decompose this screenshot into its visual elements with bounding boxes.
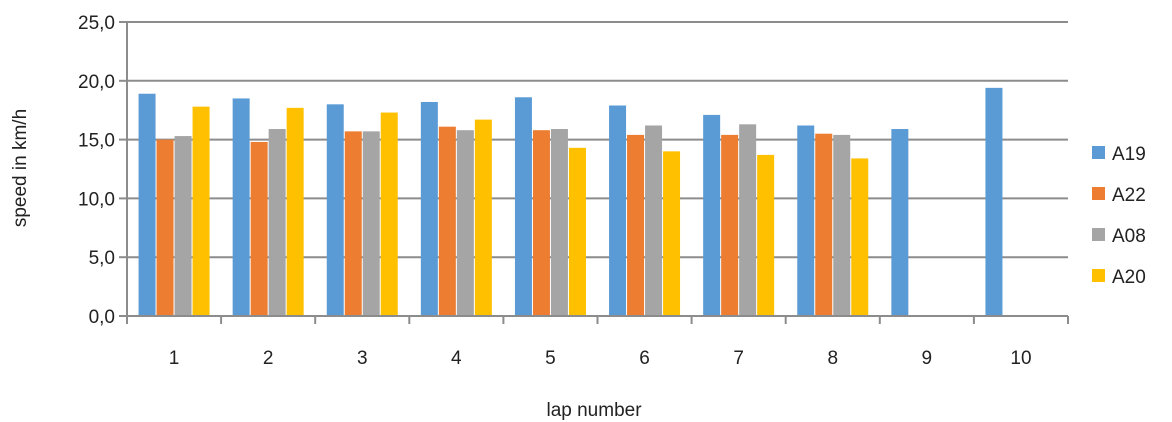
bar-a19-lap-1 xyxy=(138,93,156,317)
gridlines xyxy=(127,21,1068,259)
y-axis-title: speed in km/h xyxy=(10,109,31,227)
bar-a20-lap-5 xyxy=(568,147,586,316)
bar-a20-lap-4 xyxy=(474,119,492,316)
bar-a20-lap-7 xyxy=(757,154,775,316)
bar-a08-lap-8 xyxy=(833,134,851,316)
x-tick-label: 5 xyxy=(545,348,556,369)
y-tick-label: 25,0 xyxy=(78,13,115,34)
legend-label-a08: A08 xyxy=(1112,226,1146,247)
x-tick-label: 6 xyxy=(639,348,650,369)
bar-a08-lap-6 xyxy=(645,125,663,316)
x-tick-label: 8 xyxy=(827,348,838,369)
bar-a22-lap-3 xyxy=(344,131,362,316)
y-tick-label: 10,0 xyxy=(78,189,115,210)
bar-a22-lap-6 xyxy=(627,134,645,316)
x-tick-label: 2 xyxy=(263,348,274,369)
x-tick-label: 4 xyxy=(451,348,462,369)
bar-a22-lap-2 xyxy=(250,141,268,316)
bar-a19-lap-10 xyxy=(985,87,1003,316)
bar-a19-lap-4 xyxy=(420,101,438,316)
bar-a08-lap-3 xyxy=(362,131,380,316)
legend: A19 A22 A08 A20 xyxy=(1092,144,1146,288)
legend-swatch-a08 xyxy=(1092,228,1105,241)
x-tick-label: 3 xyxy=(357,348,368,369)
bar-a19-lap-2 xyxy=(232,98,250,316)
bar-a22-lap-4 xyxy=(438,126,456,316)
bar-a19-lap-9 xyxy=(891,129,909,316)
y-tick-label: 15,0 xyxy=(78,131,115,152)
axes: 0,0 5,0 10,0 15,0 20,0 25,0 1 2 3 4 5 6 7 8 9 10 xyxy=(78,13,1069,369)
bar-a08-lap-1 xyxy=(174,136,192,316)
legend-swatch-a20 xyxy=(1092,269,1105,282)
legend-swatch-a19 xyxy=(1092,146,1105,159)
bar-a19-lap-7 xyxy=(703,114,721,317)
bar-a22-lap-7 xyxy=(721,134,739,316)
bars xyxy=(138,87,1003,317)
y-tick-label: 5,0 xyxy=(89,248,115,269)
x-tick-label: 10 xyxy=(1010,348,1031,369)
bar-a08-lap-4 xyxy=(456,130,474,316)
bar-a20-lap-8 xyxy=(851,158,869,316)
x-tick-label: 9 xyxy=(922,348,933,369)
bar-a20-lap-3 xyxy=(380,112,398,316)
legend-swatch-a22 xyxy=(1092,187,1105,200)
x-axis-title: lap number xyxy=(546,400,642,421)
bar-a20-lap-1 xyxy=(192,106,210,316)
legend-label-a19: A19 xyxy=(1112,144,1146,165)
bar-a20-lap-2 xyxy=(286,107,304,317)
bar-a19-lap-8 xyxy=(797,125,815,316)
bar-a19-lap-3 xyxy=(326,104,344,316)
legend-label-a22: A22 xyxy=(1112,185,1146,206)
bar-a22-lap-8 xyxy=(815,133,833,316)
bar-a08-lap-2 xyxy=(268,129,286,316)
bar-a22-lap-1 xyxy=(156,139,174,316)
bar-a08-lap-7 xyxy=(739,124,757,316)
legend-label-a20: A20 xyxy=(1112,267,1146,288)
y-tick-label: 20,0 xyxy=(78,72,115,93)
bar-a08-lap-5 xyxy=(550,129,568,316)
y-tick-label: 0,0 xyxy=(89,307,115,328)
x-tick-label: 1 xyxy=(169,348,180,369)
bar-a22-lap-5 xyxy=(532,130,550,316)
bar-a19-lap-6 xyxy=(609,105,627,316)
bar-a19-lap-5 xyxy=(514,97,532,316)
x-tick-label: 7 xyxy=(733,348,744,369)
bar-a20-lap-6 xyxy=(663,151,681,316)
